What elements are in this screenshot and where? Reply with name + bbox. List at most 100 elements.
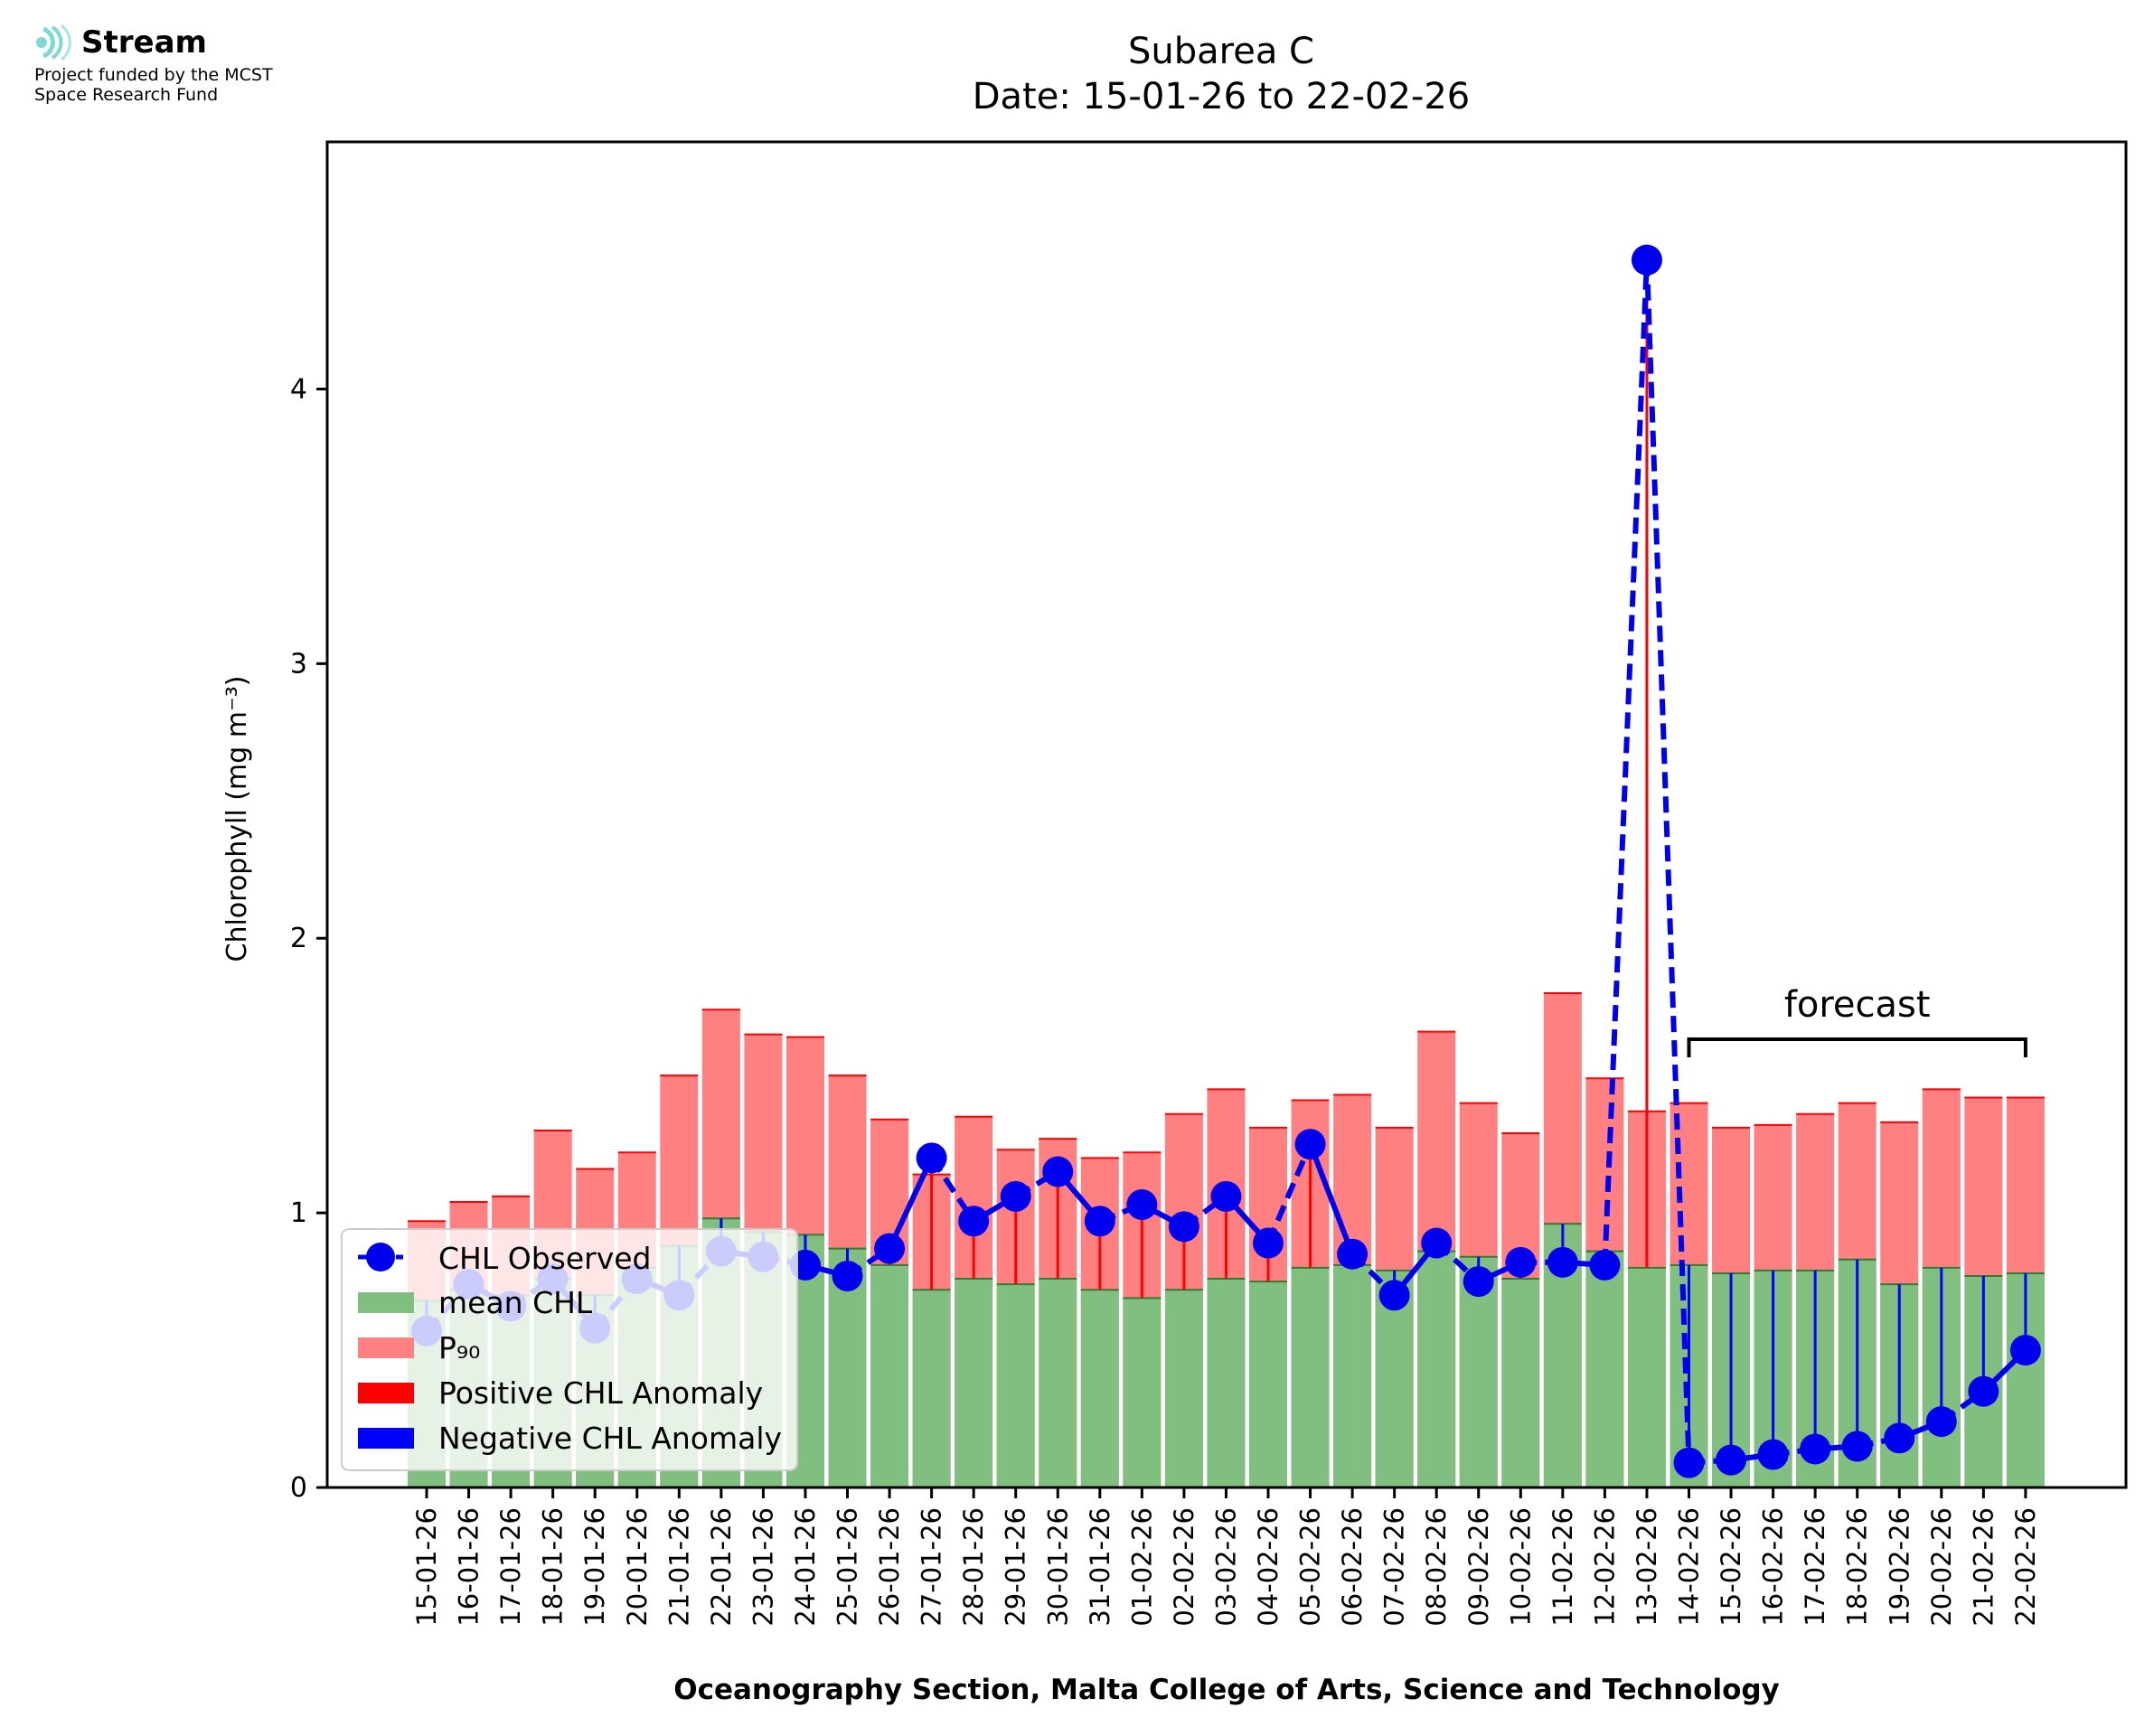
funding-line-1: Project funded by the MCST [34, 65, 273, 85]
legend-swatch-chl-observed-marker [366, 1243, 395, 1272]
y-tick-label: 2 [290, 923, 307, 954]
x-tick-label: 19-01-26 [579, 1507, 610, 1627]
observed-point [1925, 1406, 1957, 1438]
mean-bar [1333, 1264, 1372, 1487]
x-tick-label: 23-01-26 [748, 1507, 778, 1627]
mean-bar [1585, 1251, 1624, 1487]
forecast-bracket [1687, 1037, 2027, 1057]
mean-bar [1164, 1290, 1203, 1487]
x-tick-label: 28-01-26 [958, 1507, 989, 1627]
chart-subtitle: Date: 15-01-26 to 22-02-26 [973, 76, 1471, 117]
x-tick-label: 04-02-26 [1253, 1507, 1284, 1627]
x-tick-label: 20-02-26 [1926, 1507, 1957, 1627]
observed-point [1168, 1211, 1199, 1243]
x-tick-label: 25-01-26 [832, 1507, 863, 1627]
observed-point [916, 1142, 947, 1174]
observed-point [1210, 1180, 1242, 1212]
x-tick-label: 22-01-26 [706, 1507, 737, 1627]
x-tick-label: 12-02-26 [1589, 1507, 1620, 1627]
x-axis-label: Oceanography Section, Malta College of A… [673, 1674, 1780, 1706]
observed-point [1716, 1444, 1747, 1476]
observed-point [1421, 1227, 1453, 1259]
x-tick-label: 21-02-26 [1968, 1507, 1999, 1627]
funding-line-2: Space Research Fund [34, 85, 219, 105]
observed-point [1084, 1206, 1115, 1237]
x-tick-label: 18-02-26 [1842, 1507, 1873, 1627]
mean-bar [1501, 1279, 1540, 1487]
mean-bar [1123, 1298, 1162, 1487]
observed-point [1673, 1447, 1705, 1478]
forecast-annotation: forecast [1687, 984, 2027, 1057]
legend-item-p90: P₉₀ [358, 1330, 480, 1365]
observed-point [1841, 1431, 1873, 1462]
x-tick-label: 05-02-26 [1295, 1507, 1326, 1627]
x-tick-label: 26-01-26 [874, 1507, 905, 1627]
observed-point [874, 1233, 906, 1264]
chart-title: Subarea C [1128, 31, 1314, 72]
anomaly-lines [425, 259, 2027, 1463]
signal-waves-icon [36, 23, 71, 61]
x-tick-label: 15-01-26 [411, 1507, 442, 1627]
x-tick-label: 06-02-26 [1337, 1507, 1368, 1627]
x-tick-label: 27-01-26 [917, 1507, 947, 1627]
observed-line-segment [1307, 1143, 1355, 1255]
x-axis: 15-01-26 16-01-26 17-01-26 18-01-26 19-01-26… [411, 1487, 2041, 1627]
mean-bar [1080, 1290, 1119, 1487]
observed-line-segment [1602, 259, 1650, 1265]
x-tick-label: 16-01-26 [454, 1507, 484, 1627]
funding-text: Project funded by the MCST Space Researc… [34, 65, 333, 105]
y-axis-label: Chlorophyll (mg m⁻³) [221, 676, 253, 962]
x-tick-label: 29-01-26 [1001, 1507, 1031, 1627]
observed-point [1378, 1280, 1410, 1311]
observed-point [1547, 1246, 1578, 1278]
x-tick-label: 08-02-26 [1421, 1507, 1452, 1627]
x-tick-label: 17-02-26 [1800, 1507, 1830, 1627]
brand: Stream [34, 22, 333, 63]
x-tick-label: 17-01-26 [495, 1507, 526, 1627]
mean-bar [955, 1279, 993, 1487]
observed-point [958, 1206, 990, 1237]
y-tick-label: 3 [290, 648, 307, 680]
observed-point [1294, 1129, 1326, 1160]
x-tick-label: 19-02-26 [1884, 1507, 1914, 1627]
observed-point [1253, 1227, 1284, 1259]
legend-label-positive-anomaly: Positive CHL Anomaly [438, 1375, 763, 1411]
mean-bar [1291, 1267, 1330, 1487]
x-tick-label: 15-02-26 [1716, 1507, 1746, 1627]
legend-item-chl-observed: CHL Observed [358, 1241, 652, 1276]
mean-bar [1039, 1279, 1077, 1487]
x-tick-label: 10-02-26 [1505, 1507, 1536, 1627]
x-tick-label: 30-01-26 [1042, 1507, 1073, 1627]
logo: Stream Project funded by the MCST Space … [34, 22, 333, 105]
legend-swatch-negative-anomaly [358, 1428, 414, 1449]
x-tick-label: 02-02-26 [1169, 1507, 1199, 1627]
observed-point [1505, 1246, 1537, 1278]
legend-label-negative-anomaly: Negative CHL Anomaly [438, 1421, 782, 1456]
y-axis: 0 1 2 3 4 [290, 373, 327, 1504]
mean-bar [1417, 1251, 1456, 1487]
x-tick-label: 24-01-26 [790, 1507, 821, 1627]
observed-point [1968, 1375, 1999, 1407]
x-tick-label: 13-02-26 [1632, 1507, 1662, 1627]
observed-point [1126, 1189, 1158, 1221]
observed-point [832, 1261, 863, 1292]
x-tick-label: 16-02-26 [1758, 1507, 1789, 1627]
x-tick-label: 20-01-26 [622, 1507, 653, 1627]
x-tick-label: 01-02-26 [1126, 1507, 1157, 1627]
observed-line-segment [887, 1157, 935, 1250]
observed-point [2009, 1335, 2041, 1366]
x-tick-label: 03-02-26 [1210, 1507, 1241, 1627]
brand-name: Stream [81, 24, 207, 61]
legend: CHL Observed mean CHL P₉₀ Positive CHL A… [341, 1228, 798, 1471]
y-tick-label: 1 [290, 1197, 307, 1229]
observed-point [1463, 1266, 1494, 1298]
observed-point [1337, 1238, 1369, 1270]
observed-point [1757, 1439, 1789, 1470]
observed-point [1631, 244, 1662, 276]
mean-bar [1627, 1267, 1666, 1487]
mean-bar [912, 1290, 951, 1487]
x-tick-label: 22-02-26 [2010, 1507, 2041, 1627]
observed-point [1884, 1422, 1915, 1454]
mean-bar [1249, 1281, 1287, 1487]
